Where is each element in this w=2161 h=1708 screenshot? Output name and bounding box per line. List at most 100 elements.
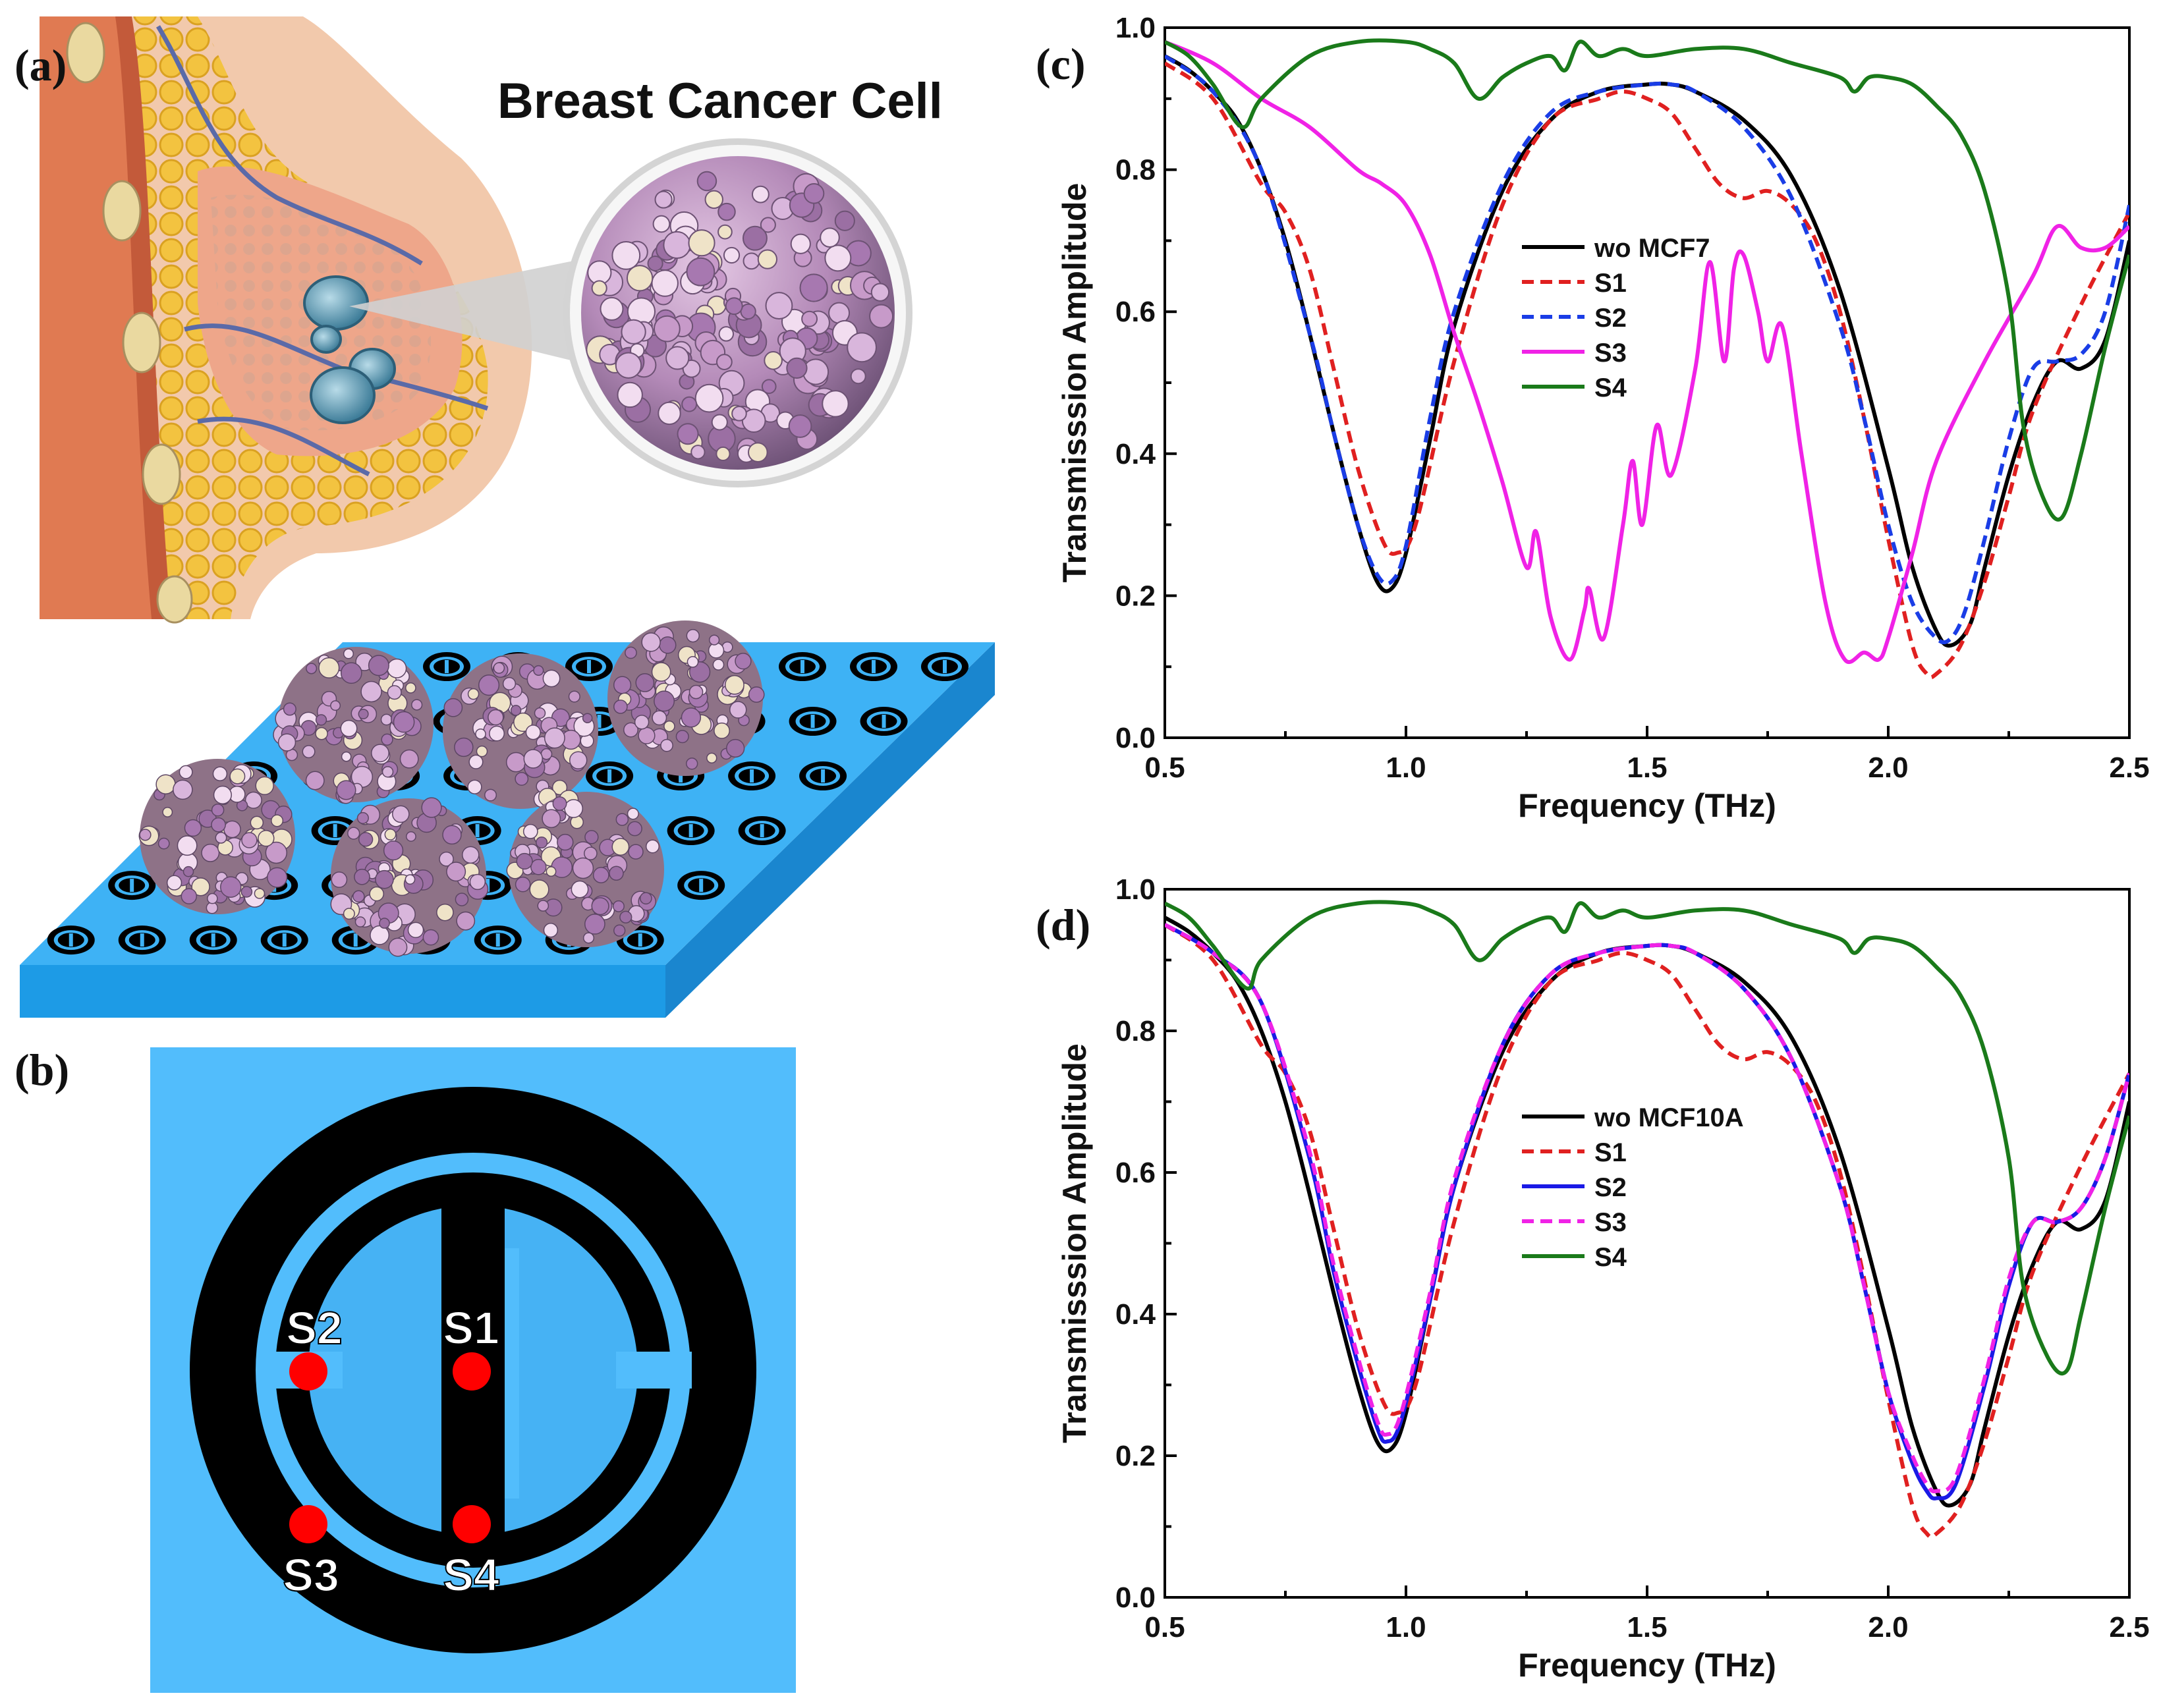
- cell-granule: [681, 396, 698, 412]
- series-line-s1: [1165, 61, 2129, 680]
- x-tick-label: 2.0: [1868, 1611, 1908, 1643]
- y-tick-label: 0.6: [1115, 1157, 1156, 1189]
- x-axis-label: Frequency (THz): [1518, 1647, 1776, 1684]
- series-line-s2: [1165, 54, 2129, 645]
- cell-granule: [717, 224, 733, 240]
- resonator-ring: [738, 816, 786, 846]
- cell-granule: [799, 273, 828, 302]
- legend-label: S4: [1594, 1243, 1627, 1272]
- cell-granule: [761, 379, 777, 395]
- cell-granule: [690, 445, 706, 460]
- x-tick-label: 1.5: [1627, 752, 1667, 784]
- cell-granule: [694, 383, 724, 413]
- cell-granule: [686, 257, 716, 287]
- cell-granule: [677, 423, 699, 445]
- cell-granule: [617, 381, 643, 408]
- resonator-ring: [189, 925, 237, 955]
- breast-cross-section: [40, 16, 532, 624]
- cell-granule: [647, 255, 663, 272]
- series-line-s1: [1165, 923, 2129, 1539]
- cell-granule: [822, 390, 849, 418]
- plot-frame: [1164, 888, 2131, 1599]
- cell-granule: [654, 315, 681, 343]
- legend-label: S1: [1594, 1138, 1627, 1167]
- legend-label: S4: [1594, 373, 1627, 402]
- legend-label: S3: [1594, 339, 1627, 368]
- marker-s1: [453, 1352, 491, 1391]
- x-tick-label: 1.0: [1386, 1611, 1426, 1643]
- cell-granule: [765, 292, 793, 320]
- cell-granule: [731, 406, 747, 422]
- legend-label: wo MCF10A: [1594, 1103, 1744, 1132]
- panel-c-label: (c): [1036, 39, 1086, 89]
- cell-granule: [751, 185, 770, 204]
- right-split-gap: [616, 1352, 692, 1389]
- legend-label: wo MCF7: [1594, 234, 1710, 263]
- x-tick-label: 1.0: [1386, 752, 1426, 784]
- x-tick-label: 2.0: [1868, 752, 1908, 784]
- x-tick-label: 2.5: [2109, 1611, 2149, 1643]
- cell-granule: [665, 346, 690, 370]
- cell-granule: [716, 446, 731, 462]
- resonator-ring: [565, 652, 613, 681]
- y-tick-label: 0.0: [1115, 1582, 1156, 1614]
- panel-b-label: (b): [14, 1045, 70, 1095]
- cell-granule: [850, 368, 866, 385]
- x-tick-label: 1.5: [1627, 1611, 1667, 1643]
- marker-s4: [453, 1505, 491, 1543]
- cell-granule: [786, 357, 808, 379]
- y-tick-label: 0.2: [1115, 580, 1156, 612]
- cell-granule: [615, 352, 642, 379]
- cell-granule: [834, 210, 855, 231]
- y-tick-label: 0.8: [1115, 1015, 1156, 1047]
- resonator-ring: [677, 871, 725, 900]
- cell-granule: [790, 233, 811, 254]
- unit-cell-diagram: S1 S2 S3 S4: [150, 1047, 796, 1693]
- y-tick-label: 0.8: [1115, 154, 1156, 186]
- breast-illustration: [20, 16, 995, 1018]
- resonator-ring: [779, 652, 826, 681]
- magnified-cancer-cell: [563, 138, 912, 487]
- resonator-ring: [921, 652, 968, 681]
- legend-label: S2: [1594, 304, 1627, 333]
- cancer-cell-cluster: [330, 797, 489, 957]
- cell-granule: [600, 296, 624, 321]
- y-tick-label: 0.4: [1115, 438, 1156, 470]
- cell-granule: [717, 202, 736, 221]
- series-line-s2: [1165, 923, 2129, 1501]
- label-s4: S4: [443, 1549, 499, 1601]
- series-line-s4: [1165, 900, 2129, 1376]
- cancer-cell-cluster: [506, 790, 664, 947]
- bar-slot: [505, 1248, 519, 1499]
- cell-granule: [847, 332, 877, 363]
- y-tick-label: 0.2: [1115, 1440, 1156, 1472]
- panel-d-label: (d): [1036, 900, 1091, 950]
- cell-granule: [652, 215, 671, 233]
- resonator-ring: [47, 925, 95, 955]
- cell-granule: [803, 182, 825, 204]
- metasurface-slab: [20, 620, 995, 1018]
- cell-granule: [621, 319, 646, 344]
- cancer-cell-cluster: [138, 759, 295, 914]
- cell-granule: [711, 414, 728, 431]
- cell-granule: [658, 401, 681, 426]
- breast-cancer-cell-title: Breast Cancer Cell: [497, 73, 943, 129]
- cell-granule: [654, 190, 673, 209]
- resonator-ring: [860, 707, 908, 736]
- resonator-ring: [799, 761, 847, 791]
- resonator-ring: [423, 652, 470, 681]
- legend-label: S2: [1594, 1173, 1627, 1202]
- resonator-ring: [474, 925, 522, 955]
- cell-granule: [741, 408, 766, 433]
- cell-granule: [869, 304, 894, 329]
- resonator-ring: [667, 816, 715, 846]
- cell-granule: [870, 283, 890, 302]
- cell-granule: [716, 354, 733, 370]
- legend-label: S3: [1594, 1208, 1627, 1237]
- cell-granule: [704, 190, 723, 209]
- x-tick-label: 2.5: [2109, 752, 2149, 784]
- label-s1: S1: [443, 1302, 499, 1354]
- cell-granule: [788, 414, 812, 438]
- y-tick-label: 1.0: [1115, 12, 1156, 44]
- magnifier-pointer: [349, 257, 606, 369]
